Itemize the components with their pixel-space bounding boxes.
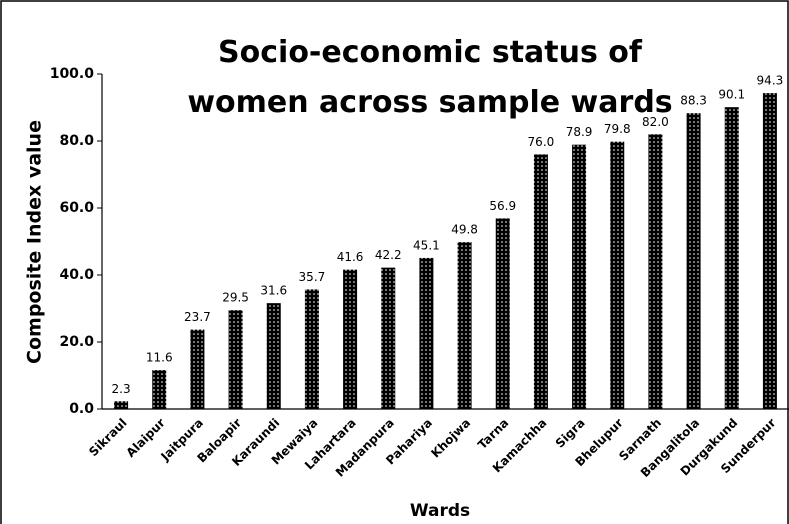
bar bbox=[266, 303, 281, 409]
bar bbox=[114, 401, 129, 409]
bar bbox=[190, 329, 205, 409]
value-label: 35.7 bbox=[299, 270, 326, 284]
bar bbox=[419, 257, 434, 409]
bar bbox=[343, 269, 358, 409]
value-label: 11.6 bbox=[146, 351, 173, 365]
bar bbox=[572, 144, 587, 409]
bar bbox=[304, 289, 319, 409]
value-label: 90.1 bbox=[718, 88, 745, 102]
y-tick-label: 60.0 bbox=[59, 200, 94, 216]
bar bbox=[610, 141, 625, 410]
bar bbox=[762, 93, 777, 409]
value-label: 45.1 bbox=[413, 238, 440, 252]
chart-title: Socio-economic status of women across sa… bbox=[187, 35, 673, 120]
bar bbox=[686, 113, 701, 409]
bar bbox=[724, 107, 739, 409]
value-label: 56.9 bbox=[489, 199, 516, 213]
bar bbox=[228, 310, 243, 409]
y-tick-label: 40.0 bbox=[59, 267, 94, 283]
y-tick-label: 80.0 bbox=[59, 133, 94, 149]
value-label: 79.8 bbox=[604, 122, 631, 136]
value-label: 2.3 bbox=[112, 382, 131, 396]
value-label: 41.6 bbox=[337, 250, 364, 264]
value-label: 29.5 bbox=[222, 291, 249, 305]
y-tick-label: 20.0 bbox=[59, 334, 94, 350]
value-label: 78.9 bbox=[566, 125, 593, 139]
x-axis-label: Wards bbox=[410, 501, 470, 521]
bar bbox=[152, 370, 167, 409]
bar bbox=[457, 242, 472, 409]
y-tick-label: 0.0 bbox=[69, 401, 94, 417]
value-label: 42.2 bbox=[375, 248, 402, 262]
value-label: 76.0 bbox=[528, 135, 555, 149]
y-tick-label: 100.0 bbox=[50, 66, 95, 82]
value-label: 82.0 bbox=[642, 115, 669, 129]
bar bbox=[495, 218, 510, 409]
value-label: 23.7 bbox=[184, 310, 211, 324]
value-label: 49.8 bbox=[451, 223, 478, 237]
bar bbox=[381, 267, 396, 409]
y-axis-label: Composite Index value bbox=[24, 120, 46, 364]
value-label: 94.3 bbox=[757, 74, 784, 88]
bar bbox=[648, 134, 663, 410]
value-label: 31.6 bbox=[260, 284, 287, 298]
value-label: 88.3 bbox=[680, 94, 707, 108]
bar bbox=[533, 154, 548, 409]
